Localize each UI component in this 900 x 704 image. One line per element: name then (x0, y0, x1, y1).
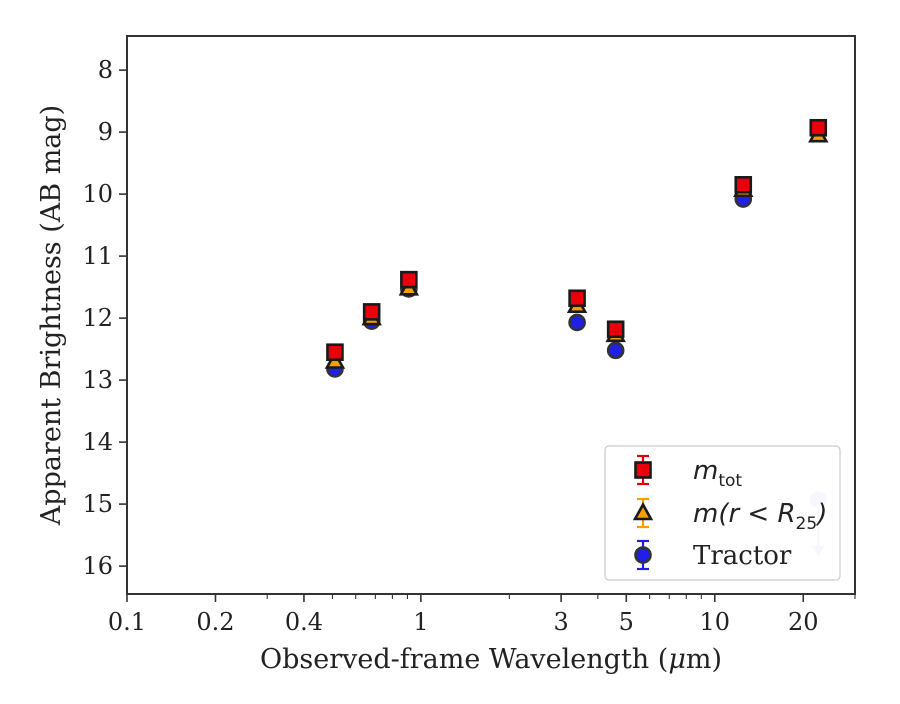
data-point-square (606, 320, 625, 339)
data-point-circle (568, 313, 586, 332)
data-point-square (809, 118, 828, 137)
legend-box (604, 445, 841, 581)
data-point-square (568, 289, 586, 308)
x-tick-label: 20 (788, 608, 819, 636)
legend-label: mtot (693, 456, 742, 491)
y-tick-label: 9 (98, 118, 113, 146)
x-tick-label: 10 (700, 608, 731, 636)
x-tick-label: 5 (619, 608, 634, 636)
y-tick-label: 16 (82, 552, 113, 580)
x-tick-label: 3 (553, 608, 568, 636)
series-square (326, 118, 828, 362)
y-tick-label: 8 (98, 56, 113, 84)
legend-label: m(r < R25) (693, 499, 827, 534)
plot-frame (126, 35, 856, 595)
legend: mtot m(r < R25) Tractor (604, 445, 841, 581)
data-point-circle (606, 341, 625, 360)
data-point-square (326, 343, 344, 362)
data-point-square (734, 176, 753, 194)
x-axis-ticks: 0.1 0.2 0.4 1 3 5 10 20 (108, 594, 856, 636)
y-tick-label: 15 (82, 490, 113, 518)
x-tick-label: 1 (413, 608, 428, 636)
x-tick-label: 0.2 (196, 608, 234, 636)
x-tick-label: 0.4 (285, 608, 323, 636)
data-point-square (362, 303, 381, 321)
y-tick-label: 12 (82, 304, 113, 332)
y-axis-ticks: 8 9 10 11 12 13 14 15 16 (82, 56, 127, 580)
x-tick-label: 0.1 (108, 608, 146, 636)
y-tick-label: 10 (82, 180, 113, 208)
data-markers (324, 118, 829, 557)
legend-marker-square (634, 461, 652, 479)
data-point-square (400, 270, 418, 289)
y-tick-label: 14 (82, 428, 113, 456)
y-axis-title: Apparent Brightness (AB mag) (36, 105, 67, 526)
y-tick-label: 13 (82, 366, 113, 394)
y-tick-label: 11 (82, 242, 113, 270)
legend-marker-circle (634, 546, 652, 564)
legend-marker-triangle (632, 501, 654, 521)
x-axis-title: Observed-frame Wavelength (μm) (260, 644, 722, 675)
legend-label: Tractor (693, 541, 792, 571)
